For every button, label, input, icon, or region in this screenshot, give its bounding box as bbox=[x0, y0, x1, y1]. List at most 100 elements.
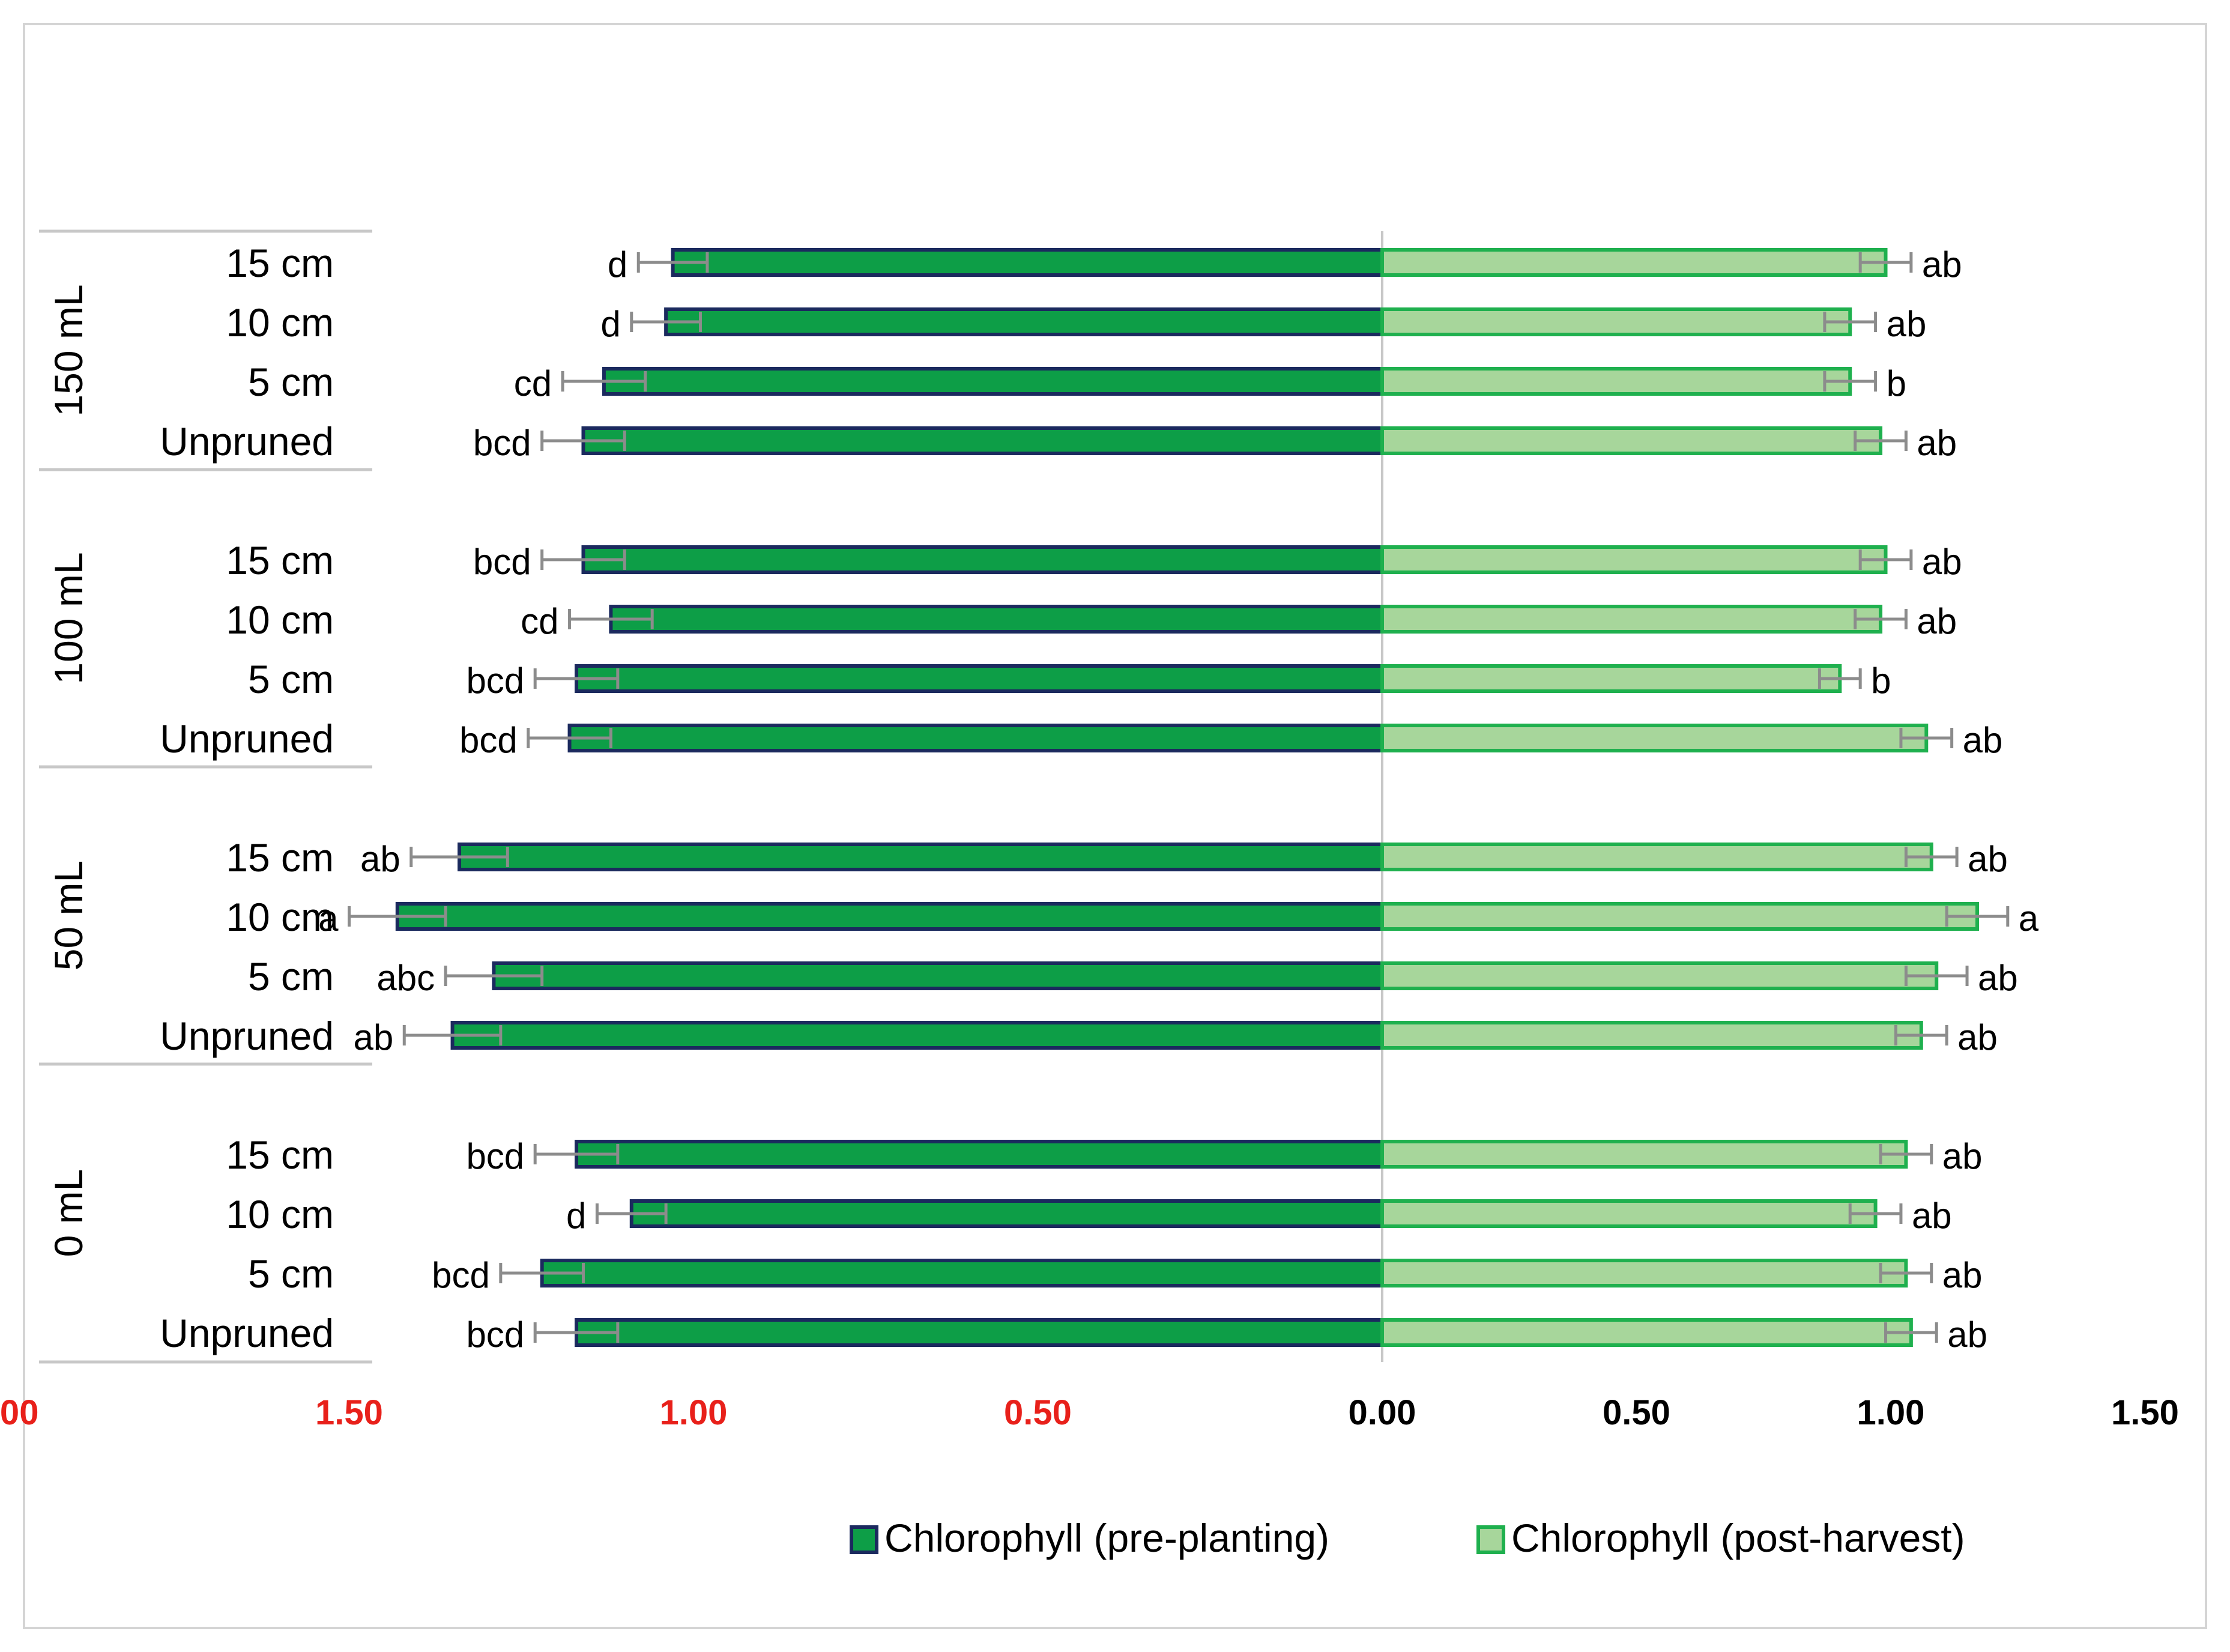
bar-pre-planting bbox=[540, 1259, 1384, 1287]
significance-letter: ab bbox=[1912, 1196, 1952, 1236]
x-tick-label-right: 1.00 bbox=[1857, 1393, 1925, 1432]
x-tick-label-left: 1.50 bbox=[315, 1393, 383, 1432]
bar-post-harvest bbox=[1380, 367, 1852, 396]
bar-pre-planting bbox=[492, 961, 1384, 990]
significance-letter: ab bbox=[1887, 304, 1927, 344]
row-label: 10 cm bbox=[226, 598, 334, 642]
significance-letter: ab bbox=[1947, 1315, 1987, 1355]
row-label: 15 cm bbox=[226, 1133, 334, 1177]
bar-post-harvest bbox=[1380, 724, 1929, 752]
row-label: 15 cm bbox=[226, 538, 334, 582]
bar-post-harvest bbox=[1380, 307, 1852, 336]
bar-post-harvest bbox=[1380, 843, 1933, 871]
bar-post-harvest bbox=[1380, 426, 1883, 455]
significance-letter: bcd bbox=[473, 542, 531, 582]
significance-letter: bcd bbox=[432, 1255, 490, 1295]
row-label: 10 cm bbox=[226, 895, 334, 939]
x-tick-label-right: 1.50 bbox=[2111, 1393, 2179, 1432]
significance-letter: a bbox=[2019, 898, 2039, 939]
bar-pre-planting bbox=[602, 367, 1384, 396]
significance-letter: b bbox=[1871, 661, 1891, 701]
bar-post-harvest bbox=[1380, 1259, 1908, 1287]
significance-letter: ab bbox=[1917, 601, 1957, 641]
significance-letter: ab bbox=[1942, 1136, 1983, 1176]
significance-letter: cd bbox=[514, 363, 552, 404]
bar-pre-planting bbox=[575, 1140, 1384, 1169]
bar-pre-planting bbox=[664, 307, 1384, 336]
significance-letter: ab bbox=[1957, 1017, 1998, 1057]
row-label: 10 cm bbox=[226, 300, 334, 345]
bars-layer bbox=[395, 248, 1979, 1347]
legend-label: Chlorophyll (post-harvest) bbox=[1511, 1516, 1965, 1560]
x-tick-label-left: 0.50 bbox=[1004, 1393, 1072, 1432]
row-label: 5 cm bbox=[248, 954, 334, 999]
bar-pre-planting bbox=[671, 248, 1384, 277]
row-label: 10 cm bbox=[226, 1192, 334, 1236]
significance-letter: a bbox=[318, 898, 339, 939]
bar-post-harvest bbox=[1380, 1021, 1923, 1050]
group-label: 0 mL bbox=[46, 1169, 91, 1257]
bar-pre-planting bbox=[567, 724, 1384, 752]
legend-label: Chlorophyll (pre-planting) bbox=[884, 1516, 1329, 1560]
row-label: Unpruned bbox=[160, 1311, 334, 1355]
significance-letter: cd bbox=[521, 601, 558, 641]
significance-letter: bcd bbox=[473, 423, 531, 463]
bar-post-harvest bbox=[1380, 664, 1842, 693]
axis-layer bbox=[39, 229, 1383, 1364]
significance-letter: ab bbox=[1942, 1255, 1983, 1295]
group-label: 50 mL bbox=[46, 861, 91, 970]
significance-letter: b bbox=[1887, 363, 1906, 404]
significance-letter: abc bbox=[376, 958, 435, 998]
bar-post-harvest bbox=[1380, 248, 1888, 277]
legend: Chlorophyll (pre-planting) Chlorophyll (p… bbox=[850, 1516, 1965, 1560]
error-bars-layer bbox=[348, 252, 2010, 1343]
significance-letter: d bbox=[608, 244, 627, 285]
x-tick-label-right: 0.50 bbox=[1603, 1393, 1670, 1432]
bar-pre-planting bbox=[609, 605, 1384, 634]
bar-pre-planting bbox=[575, 664, 1384, 693]
row-label: Unpruned bbox=[160, 1014, 334, 1058]
row-label: 5 cm bbox=[248, 657, 334, 701]
bar-post-harvest bbox=[1380, 1140, 1908, 1169]
bar-pre-planting bbox=[581, 545, 1384, 574]
bar-post-harvest bbox=[1380, 961, 1939, 990]
labels-layer: 150 mL 15 cm 10 cm 5 cm Unpruned 100 mL 15 cm 1… bbox=[0, 241, 2179, 1432]
bar-post-harvest bbox=[1380, 902, 1979, 931]
x-tick-label-left: 2.00 bbox=[0, 1393, 38, 1432]
bar-pre-planting bbox=[575, 1318, 1384, 1347]
row-label: 5 cm bbox=[248, 1251, 334, 1296]
significance-letter: ab bbox=[1922, 542, 1962, 582]
significance-letter: bcd bbox=[466, 1315, 524, 1355]
bar-post-harvest bbox=[1380, 1199, 1878, 1228]
significance-letter: ab bbox=[1917, 423, 1957, 463]
bar-post-harvest bbox=[1380, 545, 1888, 574]
row-label: 5 cm bbox=[248, 360, 334, 404]
significance-letter: ab bbox=[1922, 244, 1962, 285]
chart-frame bbox=[23, 23, 2207, 1629]
bar-pre-planting bbox=[581, 426, 1384, 455]
row-label: 15 cm bbox=[226, 835, 334, 880]
significance-letter: d bbox=[600, 304, 620, 344]
bar-pre-planting bbox=[395, 902, 1384, 931]
bar-pre-planting bbox=[458, 843, 1384, 871]
significance-letter: ab bbox=[1968, 839, 2008, 879]
significance-letter: bcd bbox=[466, 1136, 524, 1176]
x-tick-label-right: 0.00 bbox=[1349, 1393, 1416, 1432]
group-label: 150 mL bbox=[46, 284, 91, 416]
bar-post-harvest bbox=[1380, 605, 1883, 634]
group-label: 100 mL bbox=[46, 552, 91, 684]
significance-letter: ab bbox=[1978, 958, 2018, 998]
bar-pre-planting bbox=[450, 1021, 1384, 1050]
significance-letter: ab bbox=[1963, 720, 2003, 760]
legend-swatch bbox=[850, 1525, 878, 1554]
significance-letter: ab bbox=[354, 1017, 394, 1057]
row-label: Unpruned bbox=[160, 419, 334, 464]
bar-pre-planting bbox=[629, 1199, 1384, 1228]
significance-letter: d bbox=[566, 1196, 586, 1236]
x-tick-label-left: 1.00 bbox=[660, 1393, 728, 1432]
significance-letter: bcd bbox=[459, 720, 518, 760]
row-label: Unpruned bbox=[160, 716, 334, 761]
significance-letter: bcd bbox=[466, 661, 524, 701]
row-label: 15 cm bbox=[226, 241, 334, 285]
